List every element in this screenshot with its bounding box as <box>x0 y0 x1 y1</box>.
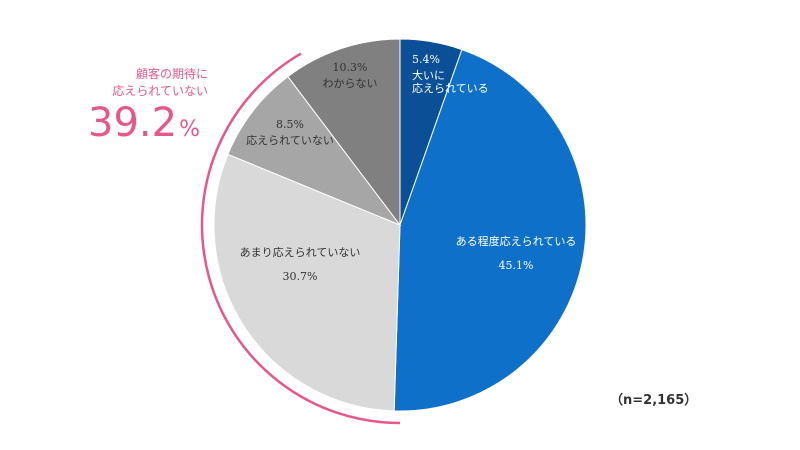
slice-name-5: わからない <box>323 77 378 90</box>
sample-size-label: （n=2,165） <box>610 392 697 408</box>
slice-value-5: 10.3% <box>333 61 368 74</box>
slice-name-1-line2: 応えられている <box>412 81 489 95</box>
slice-label-5: 10.3% わからない <box>323 61 378 90</box>
pie-slice-4 <box>227 75 402 227</box>
slice-label-2: ある程度応えられている 45.1% <box>456 234 577 272</box>
slice-label-3: あまり応えられていない 30.7% <box>240 245 361 283</box>
slice-name-2: ある程度応えられている <box>456 234 577 248</box>
slice-value-4: 8.5% <box>276 118 304 131</box>
callout-unit: % <box>179 117 200 142</box>
callout-bracket-arc <box>200 52 401 425</box>
slice-value-1: 5.4% <box>412 53 440 66</box>
slice-label-4: 8.5% 応えられていない <box>246 118 334 147</box>
pie-slice-3 <box>213 153 401 412</box>
pie-slice-2 <box>393 48 587 412</box>
slice-name-3: あまり応えられていない <box>240 245 361 259</box>
slice-name-4: 応えられていない <box>246 133 334 147</box>
slice-value-2: 45.1% <box>499 259 534 272</box>
pie-slice-5 <box>287 38 401 227</box>
callout-value: 39.2% <box>88 100 200 146</box>
slice-name-1-line1: 大いに <box>412 68 445 82</box>
callout-number: 39.2 <box>88 100 177 146</box>
callout-title-line1: 顧客の期待に <box>136 66 208 81</box>
slice-value-3: 30.7% <box>283 270 318 283</box>
callout-title-line2: 応えられていない <box>112 84 208 98</box>
